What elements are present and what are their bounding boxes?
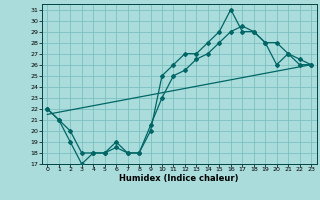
X-axis label: Humidex (Indice chaleur): Humidex (Indice chaleur) bbox=[119, 174, 239, 183]
